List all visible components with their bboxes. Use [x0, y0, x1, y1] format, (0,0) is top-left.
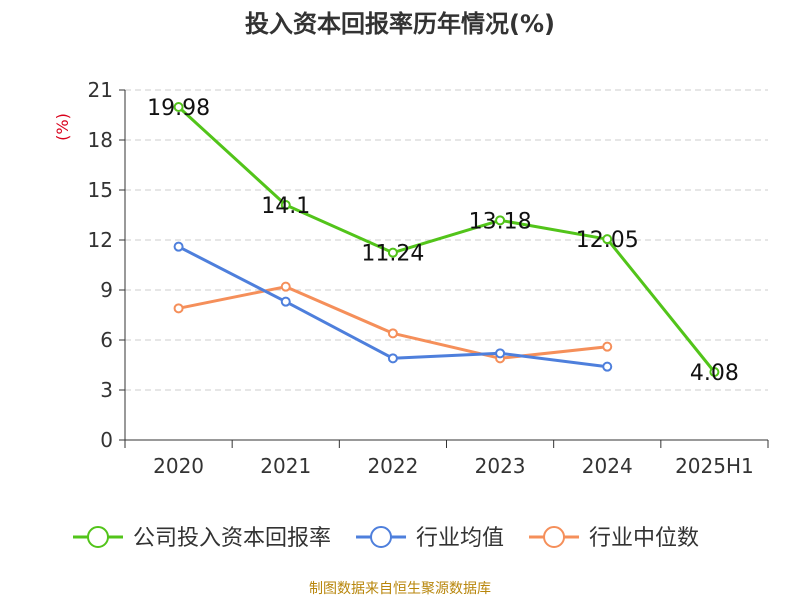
- series-layer: [173, 102, 720, 377]
- y-tick-label: 18: [88, 128, 113, 152]
- legend[interactable]: 公司投入资本回报率 行业均值 行业中位数: [73, 526, 699, 551]
- y-tick-label: 6: [100, 328, 113, 352]
- data-point: [387, 247, 398, 258]
- x-tick-label: 2024: [582, 454, 633, 478]
- x-tick-label: 2021: [260, 454, 311, 478]
- legend-marker: [543, 526, 566, 548]
- grid-lines: [125, 89, 768, 391]
- legend-label: 公司投入资本回报率: [133, 526, 331, 551]
- legend-item[interactable]: 公司投入资本回报率: [73, 526, 331, 551]
- data-label: 14.1: [261, 194, 310, 219]
- y-tick-label: 9: [100, 278, 113, 302]
- data-labels: 19.98 14.1 11.24 13.18 12.05 4.08: [147, 96, 739, 386]
- data-point: [495, 215, 506, 226]
- data-label: 4.08: [690, 361, 739, 386]
- data-label: 19.98: [147, 96, 210, 121]
- legend-item[interactable]: 行业均值: [356, 526, 504, 551]
- series-line: [178, 285, 608, 360]
- data-point: [280, 200, 291, 210]
- x-tick-label: 2025H1: [675, 454, 754, 478]
- data-point: [602, 234, 613, 245]
- y-tick-label: 12: [88, 228, 113, 252]
- y-tick-label: 3: [100, 378, 113, 402]
- x-tick-label: 2022: [367, 454, 418, 478]
- series-line: [177, 105, 716, 373]
- y-tick-label: 21: [88, 78, 113, 102]
- legend-label: 行业均值: [416, 526, 504, 551]
- data-point: [173, 303, 184, 314]
- data-point: [280, 281, 291, 292]
- y-axis-label: (%): [53, 113, 72, 141]
- data-point: [495, 348, 506, 359]
- data-point: [387, 328, 398, 339]
- legend-marker: [370, 526, 393, 548]
- data-point: [173, 241, 184, 252]
- legend-label: 行业中位数: [589, 526, 699, 551]
- data-point: [280, 296, 291, 307]
- data-point: [602, 341, 613, 352]
- y-tick-label: 15: [88, 178, 113, 202]
- data-label: 12.05: [576, 228, 639, 253]
- y-tick-label: 0: [100, 428, 113, 452]
- legend-marker: [87, 526, 109, 548]
- x-tick-label: 2020: [153, 454, 204, 478]
- chart-title: 投入资本回报率历年情况(%): [245, 10, 555, 38]
- data-point: [387, 353, 398, 364]
- legend-item[interactable]: 行业中位数: [529, 526, 699, 551]
- data-point: [173, 102, 184, 112]
- data-label: 11.24: [361, 242, 424, 267]
- axes: 0 3 6 9 12 15 18 21 2020 2021 2022 2023 2024 2025H1 (%…: [53, 78, 769, 478]
- x-tick-label: 2023: [475, 454, 526, 478]
- source-note: 制图数据来自恒生聚源数据库: [309, 581, 491, 597]
- data-label: 13.18: [469, 209, 532, 234]
- data-point: [709, 367, 720, 377]
- data-point: [602, 361, 613, 372]
